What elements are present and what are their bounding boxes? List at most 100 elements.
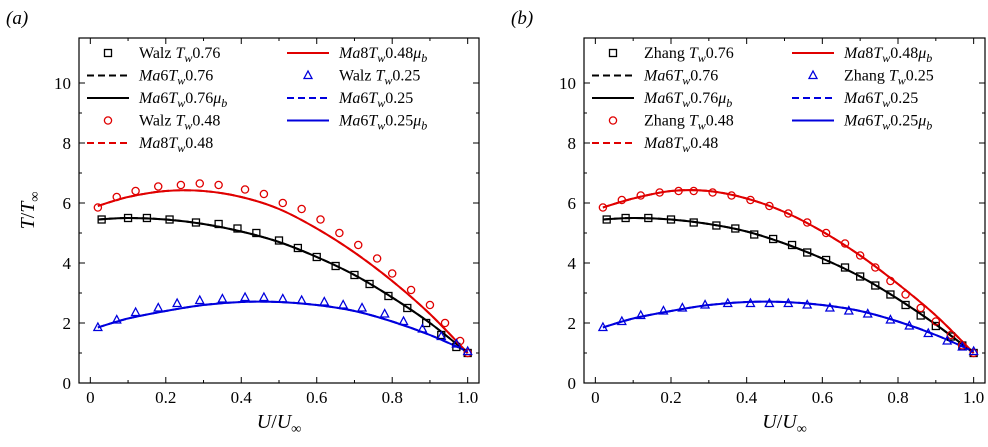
x-tick-label: 0.8	[382, 388, 403, 407]
legend-label: Ma8Tw0.48	[138, 135, 213, 155]
data-point	[666, 215, 676, 224]
data-point	[217, 293, 228, 303]
data-point	[712, 221, 721, 230]
panel-label: (b)	[511, 8, 533, 29]
data-point	[252, 228, 261, 238]
data-point	[784, 209, 793, 218]
legend-item: Ma6Tw0.25	[287, 90, 413, 110]
legend-marker	[608, 116, 618, 125]
legend-item: Zhang Tw0.76	[608, 45, 734, 65]
legend-marker	[302, 69, 314, 80]
data-point	[602, 215, 611, 224]
data-point	[112, 192, 121, 202]
x-tick-label: 0.6	[812, 388, 833, 407]
data-point	[862, 308, 873, 318]
data-point	[617, 195, 627, 205]
data-point	[621, 213, 630, 223]
data-point	[191, 218, 201, 227]
x-tick-label: 0.2	[660, 388, 681, 407]
y-tick-label: 2	[63, 314, 72, 333]
legend-label: Ma6Tw0.25	[843, 90, 918, 110]
x-tick-label: 0.2	[155, 388, 176, 407]
data-point	[372, 254, 382, 263]
legend-label: Ma6Tw0.25μb	[338, 113, 427, 133]
data-point	[824, 302, 835, 312]
legend-label: Ma8Tw0.48μb	[843, 45, 932, 65]
data-point	[462, 345, 473, 356]
series-line-solid-black	[602, 216, 975, 354]
data-point	[655, 188, 664, 197]
data-point	[787, 240, 797, 250]
data-point	[403, 303, 412, 313]
data-point	[92, 321, 103, 332]
data-point	[451, 338, 462, 348]
data-point	[802, 299, 813, 309]
data-point	[316, 215, 325, 224]
data-point	[259, 189, 269, 199]
data-point	[750, 230, 759, 239]
data-point	[931, 321, 940, 331]
data-point	[130, 306, 141, 317]
legend-item: Ma6Tw0.76μb	[87, 90, 227, 110]
y-tick-label: 8	[568, 134, 577, 153]
data-point	[901, 300, 910, 310]
series-line-solid-red	[97, 189, 469, 354]
y-tick-label: 4	[568, 254, 577, 273]
data-point	[176, 180, 186, 190]
y-tick-label: 6	[63, 194, 72, 213]
y-tick-label: 4	[63, 254, 72, 273]
data-point	[821, 255, 831, 265]
y-tick-label: 8	[63, 134, 72, 153]
data-point	[335, 228, 344, 238]
y-tick-label: 0	[568, 374, 577, 393]
data-point	[356, 302, 368, 312]
legend-item: Ma6Tw0.76μb	[592, 90, 732, 110]
chart-panel-a: 0 0.2 0.4 0.6 0.8 1.0 0 2 4 6 8 10 U/U∞ T/T∞ (a) Walz T…	[6, 8, 480, 437]
y-tick-label: 6	[568, 194, 577, 213]
data-point	[677, 302, 688, 312]
y-tick-label: 2	[568, 314, 577, 333]
legend-item: Zhang Tw0.48	[608, 113, 734, 133]
data-point	[942, 335, 953, 345]
series-points-tri	[92, 291, 473, 356]
legend-label: Ma6Tw0.76μb	[643, 90, 732, 110]
data-point	[239, 291, 251, 302]
data-point	[379, 308, 390, 318]
plot-area	[602, 189, 975, 354]
series-points-sq	[97, 213, 472, 358]
data-point	[871, 263, 880, 272]
chart-panel-b: 0 0.2 0.4 0.6 0.8 1.0 0 2 4 6 8 10 U/U∞ (b) Zhang Tw0.…	[511, 8, 986, 437]
data-point	[886, 290, 895, 299]
data-point	[436, 330, 447, 341]
legend-marker	[103, 48, 113, 58]
y-axis-label: T/T∞	[17, 192, 43, 230]
data-point	[731, 224, 740, 233]
legend-item: Ma8Tw0.48	[592, 135, 718, 155]
legend-item: Ma6Tw0.25μb	[287, 113, 427, 133]
data-point	[689, 218, 698, 227]
data-point	[331, 261, 340, 271]
legend-label: Ma6Tw0.25μb	[843, 113, 932, 133]
data-point	[153, 182, 163, 191]
data-point	[258, 291, 269, 302]
data-point	[123, 213, 133, 223]
x-axis-label: U/U∞	[762, 411, 806, 437]
data-point	[417, 323, 428, 333]
data-point	[802, 218, 812, 227]
data-point	[946, 330, 956, 340]
x-tick-label: 0	[86, 388, 95, 407]
data-point	[194, 294, 205, 305]
plot-area	[97, 189, 469, 354]
data-point	[783, 297, 794, 308]
legend-label: Walz Tw0.25	[339, 68, 420, 88]
data-point	[277, 293, 288, 303]
data-point	[644, 213, 653, 223]
series-line-dash-black	[602, 216, 975, 354]
data-point	[97, 215, 106, 224]
series-line-solid-blue	[602, 300, 975, 353]
data-point	[214, 180, 223, 190]
legend-label: Ma6Tw0.76μb	[138, 90, 227, 110]
data-point	[422, 318, 431, 328]
x-tick-label: 0	[591, 388, 600, 407]
